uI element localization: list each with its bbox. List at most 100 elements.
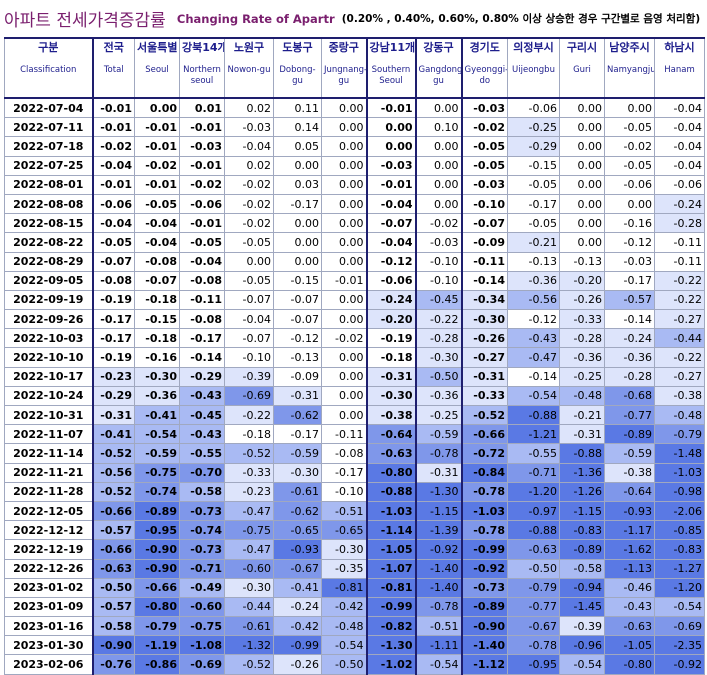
column-header-english: Southern Seoul bbox=[371, 65, 411, 86]
table-cell: 0.00 bbox=[559, 117, 605, 138]
row-date: 2022-08-08 bbox=[4, 193, 93, 215]
table-cell: -0.24 bbox=[604, 328, 655, 349]
table-cell: -0.51 bbox=[415, 616, 462, 637]
table-cell: -0.06 bbox=[654, 174, 705, 195]
table-cell: -0.84 bbox=[460, 462, 508, 483]
table-row: 2022-07-25 -0.04 -0.02 -0.01 0.02 0.00 0.00 -0.… bbox=[4, 155, 705, 176]
table-cell: -0.24 bbox=[654, 193, 705, 215]
table-row: 2022-10-03 -0.17 -0.18 -0.17 -0.07 -0.12 -0.02… bbox=[4, 328, 705, 349]
table-cell: -0.31 bbox=[365, 366, 417, 387]
table-cell: -0.39 bbox=[224, 366, 274, 387]
row-date: 2022-09-26 bbox=[4, 309, 93, 330]
table-cell: -0.48 bbox=[321, 616, 367, 637]
row-date: 2022-11-07 bbox=[4, 424, 93, 445]
table-cell: -0.33 bbox=[224, 462, 274, 483]
table-cell: -0.52 bbox=[460, 404, 508, 426]
table-cell: -0.04 bbox=[91, 155, 135, 176]
table-cell: -0.30 bbox=[321, 539, 367, 560]
table-cell: 0.00 bbox=[559, 193, 605, 215]
row-date: 2022-09-19 bbox=[4, 289, 93, 311]
table-cell: -0.11 bbox=[460, 251, 508, 272]
table-cell: 0.00 bbox=[559, 213, 605, 234]
table-row: 2022-09-05 -0.08 -0.07 -0.08 -0.05 -0.15 -0.01… bbox=[4, 270, 705, 291]
table-row: 2022-12-19 -0.66 -0.90 -0.73 -0.47 -0.93 -0.30… bbox=[4, 539, 705, 560]
table-cell: -0.90 bbox=[91, 635, 135, 656]
table-cell: -0.27 bbox=[654, 366, 705, 387]
table-cell: -0.25 bbox=[507, 117, 560, 138]
table-cell: -0.05 bbox=[91, 232, 135, 253]
column-header: 구분 Classification bbox=[4, 37, 93, 99]
table-cell: 0.00 bbox=[415, 174, 462, 195]
row-date: 2022-07-25 bbox=[4, 155, 93, 176]
table-cell: -0.29 bbox=[91, 385, 135, 407]
table-cell: -0.01 bbox=[134, 136, 180, 157]
table-cell: -1.03 bbox=[365, 500, 417, 522]
table-cell: -0.58 bbox=[559, 558, 605, 579]
table-row: 2022-07-11 -0.01 -0.01 -0.01 -0.03 0.14 0.00 0.… bbox=[4, 117, 705, 138]
table-cell: -0.22 bbox=[415, 309, 462, 330]
table-cell: 0.01 bbox=[179, 97, 225, 119]
table-cell: -0.07 bbox=[273, 309, 322, 330]
column-header-korean: 남양주시 bbox=[609, 41, 650, 54]
table-cell: -0.90 bbox=[134, 558, 180, 579]
table-cell: -0.04 bbox=[365, 232, 417, 253]
column-header-english: Namyangju bbox=[607, 65, 655, 75]
table-cell: -0.02 bbox=[321, 328, 367, 349]
table-cell: -0.48 bbox=[654, 404, 705, 426]
table-cell: -0.38 bbox=[604, 462, 655, 483]
table-cell: 0.00 bbox=[321, 289, 367, 311]
table-cell: -0.08 bbox=[321, 443, 367, 464]
table-cell: -0.69 bbox=[224, 385, 274, 407]
table-cell: -0.33 bbox=[559, 309, 605, 330]
table-cell: -0.72 bbox=[460, 443, 508, 464]
table-cell: -1.62 bbox=[604, 539, 655, 560]
table-row: 2022-08-08 -0.06 -0.05 -0.06 -0.02 -0.17 0.00-… bbox=[4, 193, 705, 215]
table-cell: -0.06 bbox=[507, 97, 560, 119]
table-cell: -0.18 bbox=[134, 289, 180, 311]
title-note: (0.20% , 0.40%, 0.60%, 0.80% 이상 상승한 경우 구… bbox=[341, 13, 701, 25]
table-cell: -0.06 bbox=[365, 270, 417, 291]
table-cell: -0.63 bbox=[604, 616, 655, 637]
column-header: 강북14개 Northern seoul bbox=[179, 37, 225, 99]
table-cell: -0.22 bbox=[654, 347, 705, 368]
table-cell: -0.26 bbox=[460, 328, 508, 349]
table-cell: -0.47 bbox=[224, 500, 274, 522]
table-cell: -0.34 bbox=[460, 289, 508, 311]
table-cell: -0.23 bbox=[91, 366, 135, 387]
table-cell: -0.78 bbox=[415, 443, 462, 464]
table-cell: -0.22 bbox=[224, 404, 274, 426]
table-cell: -0.02 bbox=[134, 155, 180, 176]
table-cell: -0.52 bbox=[91, 481, 135, 502]
table-cell: -0.71 bbox=[507, 462, 560, 483]
table-cell: -0.07 bbox=[134, 270, 180, 291]
table-cell: 0.10 bbox=[415, 117, 462, 138]
table-row: 2023-01-02 -0.50 -0.66 -0.49 -0.30 -0.41 -0.81… bbox=[4, 577, 705, 598]
table-cell: -0.81 bbox=[321, 577, 367, 598]
table-cell: -0.90 bbox=[134, 539, 180, 560]
table-cell: -0.05 bbox=[179, 232, 225, 253]
table-row: 2022-11-28 -0.52 -0.74 -0.58 -0.23 -0.61 -0.10… bbox=[4, 481, 705, 502]
table-cell: -0.21 bbox=[559, 404, 605, 426]
row-date: 2022-11-21 bbox=[4, 462, 93, 483]
table-cell: -0.06 bbox=[91, 193, 135, 215]
table-cell: -0.45 bbox=[415, 289, 462, 311]
row-date: 2023-01-30 bbox=[4, 635, 93, 656]
table-body: 2022-07-04 -0.01 0.00 0.01 0.02 0.11 0.00 -0.01… bbox=[4, 97, 705, 675]
table-cell: -0.19 bbox=[91, 347, 135, 368]
column-header-korean: 구리시 bbox=[566, 41, 598, 54]
table-cell: -0.57 bbox=[604, 289, 655, 311]
table-cell: 0.00 bbox=[273, 155, 322, 176]
table-cell: -0.02 bbox=[179, 174, 225, 195]
row-date: 2022-11-28 bbox=[4, 481, 93, 502]
table-cell: -0.03 bbox=[460, 97, 508, 119]
table-cell: -0.75 bbox=[224, 520, 274, 541]
table-cell: -0.07 bbox=[365, 213, 417, 234]
table-cell: -0.73 bbox=[460, 577, 508, 598]
table-cell: -0.08 bbox=[179, 309, 225, 330]
table-cell: -0.20 bbox=[559, 270, 605, 291]
table-row: 2022-07-18 -0.02 -0.01 -0.03 -0.04 0.05 0.00 0.… bbox=[4, 136, 705, 157]
table-cell: -0.18 bbox=[224, 424, 274, 445]
table-cell: -0.17 bbox=[273, 424, 322, 445]
table-cell: -1.27 bbox=[654, 558, 705, 579]
table-cell: -0.49 bbox=[179, 577, 225, 598]
